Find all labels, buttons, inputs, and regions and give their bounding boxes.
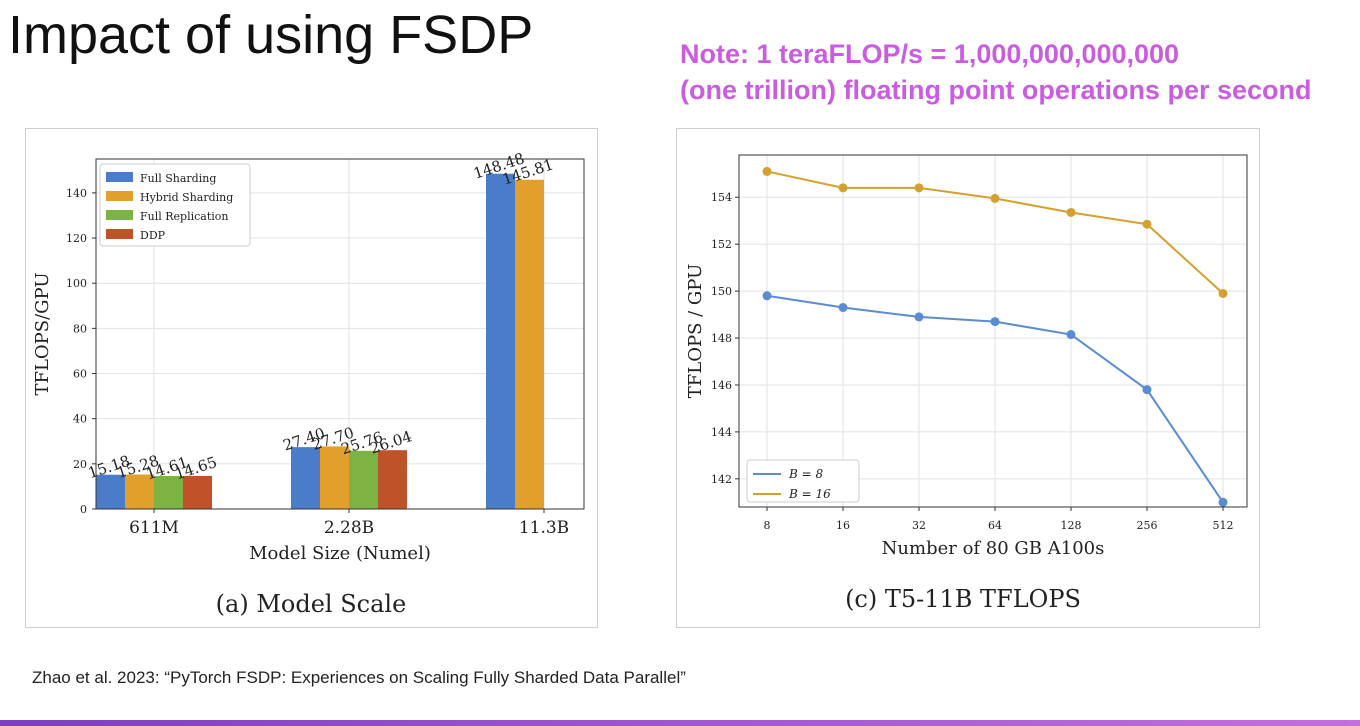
bar-chart-panel: 0 20 40 60 80 100 120 140 15.18 27.40 148.48 15.28 2… <box>25 128 598 628</box>
y-tick-label: 154 <box>711 191 732 204</box>
legend-label: B = 8 <box>788 467 824 481</box>
line-chart: 142 144 146 148 150 152 154 8 16 32 64 128 256 512 Num… <box>685 154 1248 613</box>
series-point-2 <box>762 166 772 176</box>
series-point-1 <box>838 303 848 313</box>
x-tick-label: 11.3B <box>519 518 569 538</box>
note-line-2: (one trillion) floating point operations… <box>680 75 1312 105</box>
line-chart-panel: 142 144 146 148 150 152 154 8 16 32 64 128 256 512 Num… <box>676 128 1260 628</box>
plot-frame <box>95 158 585 510</box>
legend-box <box>746 459 860 503</box>
bar-ddp <box>183 475 212 509</box>
series-point-1 <box>1218 497 1228 507</box>
y-tick-label: 20 <box>73 458 87 471</box>
bottom-accent-bar <box>0 720 1360 726</box>
legend-swatch <box>106 172 133 182</box>
chart-caption: (c) T5-11B TFLOPS <box>845 585 1081 613</box>
legend-label: DDP <box>140 229 166 242</box>
bar-ddp <box>378 450 407 509</box>
legend-label: Full Sharding <box>140 172 216 185</box>
y-tick-label: 60 <box>73 368 87 381</box>
legend: B = 8 B = 16 <box>746 459 860 503</box>
x-tick-label: 128 <box>1061 519 1082 532</box>
series-point-2 <box>838 183 848 193</box>
bar-full-sharding <box>486 173 515 509</box>
chart-caption: (a) Model Scale <box>216 590 407 618</box>
y-tick-label: 40 <box>73 413 87 426</box>
legend-swatch <box>106 210 133 220</box>
series-point-1 <box>1142 385 1152 395</box>
series-point-1 <box>990 317 1000 327</box>
legend-label: B = 16 <box>788 487 831 501</box>
bar-full-sharding <box>96 474 125 509</box>
citation: Zhao et al. 2023: “PyTorch FSDP: Experie… <box>32 668 686 687</box>
y-axis-label: TFLOPS/GPU <box>32 272 53 395</box>
y-tick-label: 140 <box>66 187 87 200</box>
y-tick-label: 120 <box>66 232 87 245</box>
series-point-1 <box>762 291 772 301</box>
x-tick-label: 611M <box>129 518 179 538</box>
y-tick-label: 80 <box>73 322 87 335</box>
bar-full-replication <box>154 476 183 509</box>
note: Note: 1 teraFLOP/s = 1,000,000,000,000 (… <box>680 36 1312 108</box>
series-point-2 <box>914 183 924 193</box>
legend-box <box>99 163 251 247</box>
x-tick-label: 256 <box>1137 519 1158 532</box>
bar-full-sharding <box>291 447 320 509</box>
y-tick-label: 148 <box>711 332 732 345</box>
x-tick-label: 2.28B <box>324 518 374 538</box>
note-line-1: Note: 1 teraFLOP/s = 1,000,000,000,000 <box>680 39 1180 69</box>
bar-hybrid-sharding <box>320 446 349 509</box>
y-tick-label: 144 <box>711 426 732 439</box>
slide-title: Impact of using FSDP <box>8 5 534 65</box>
legend-swatch <box>106 229 133 239</box>
x-tick-label: 8 <box>764 519 771 532</box>
x-tick-label: 32 <box>912 519 926 532</box>
bar-chart: 02040608010012014015.1827.40148.4815.282… <box>32 149 585 618</box>
y-tick-label: 146 <box>711 379 732 392</box>
x-tick-label: 64 <box>988 519 1002 532</box>
x-tick-label: 16 <box>836 519 850 532</box>
series-point-2 <box>1218 288 1228 298</box>
y-tick-label: 100 <box>66 277 87 290</box>
bar-full-replication <box>349 450 378 509</box>
x-axis-label: Number of 80 GB A100s <box>882 538 1105 559</box>
x-axis-label: Model Size (Numel) <box>249 543 431 564</box>
legend-label: Full Replication <box>140 210 228 223</box>
series-point-2 <box>1066 207 1076 217</box>
legend: Full Sharding Hybrid Sharding Full Replica… <box>99 163 251 247</box>
plot-frame <box>738 154 1248 508</box>
bar-hybrid-sharding <box>125 474 154 509</box>
legend-swatch <box>106 191 133 201</box>
y-tick-label: 0 <box>80 503 87 516</box>
legend-label: Hybrid Sharding <box>140 191 233 204</box>
series-point-1 <box>914 312 924 322</box>
y-axis-label: TFLOPS / GPU <box>685 264 706 399</box>
series-point-2 <box>1142 219 1152 229</box>
y-tick-label: 152 <box>711 238 732 251</box>
series-point-2 <box>990 193 1000 203</box>
y-tick-label: 142 <box>711 473 732 486</box>
series-point-1 <box>1066 330 1076 340</box>
x-tick-label: 512 <box>1213 519 1234 532</box>
y-tick-label: 150 <box>711 285 732 298</box>
bar-hybrid-sharding <box>515 179 544 509</box>
